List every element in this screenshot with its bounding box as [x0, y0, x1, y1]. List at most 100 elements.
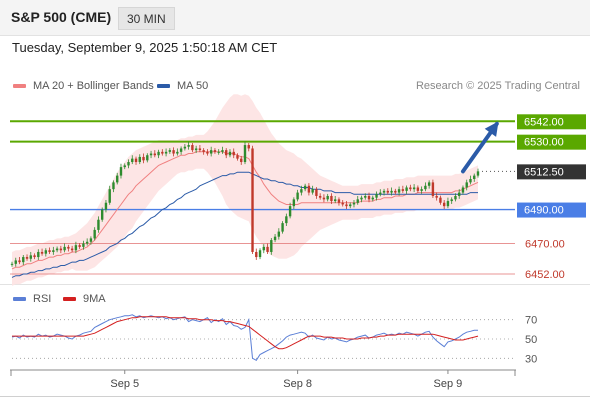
candle-body — [390, 190, 393, 193]
candle-body — [123, 165, 126, 168]
candle-body — [134, 158, 138, 163]
candle-body — [112, 182, 115, 190]
pane-divider — [0, 284, 590, 285]
candle-body — [194, 148, 198, 151]
candle-body — [18, 260, 21, 263]
level-label: 6452.00 — [525, 269, 565, 281]
candle-body — [356, 199, 359, 203]
ma20-swatch — [13, 84, 26, 88]
candle-body — [315, 189, 318, 196]
candle-body — [431, 182, 435, 196]
candle-body — [450, 199, 453, 202]
candle-body — [469, 178, 472, 183]
candle-body — [439, 197, 442, 203]
candle-body — [318, 195, 322, 198]
rsi-tick-label: 50 — [525, 334, 537, 346]
candle-body — [48, 250, 51, 252]
rsi-swatch — [13, 297, 26, 301]
level-label-text: 6530.00 — [524, 137, 564, 149]
candle-body — [326, 195, 329, 200]
candle-body — [187, 145, 190, 147]
level-label-text: 6452.00 — [525, 269, 565, 281]
level-label-text: 6490.00 — [524, 205, 564, 217]
candle-body — [262, 246, 265, 251]
projection-arrow-head — [484, 121, 499, 137]
rsi-tick-label: 70 — [525, 315, 537, 327]
candle-body — [191, 145, 194, 151]
level-label: 6542.00 — [517, 114, 586, 130]
candle-body — [416, 187, 420, 191]
legend-rsi: RSI — [13, 293, 51, 305]
candle-body — [108, 189, 111, 203]
candle-body — [458, 192, 461, 196]
rsi-ma-swatch — [63, 297, 76, 301]
candle-body — [401, 189, 405, 191]
level-label-text: 6512.50 — [524, 166, 564, 178]
legend-ma50: MA 50 — [157, 80, 208, 92]
candle-body — [82, 243, 85, 247]
ma50-swatch — [157, 84, 170, 88]
candle-body — [236, 155, 239, 159]
candle-body — [138, 156, 141, 163]
candle-body — [149, 153, 153, 156]
time-tick-label: Sep 9 — [434, 378, 463, 390]
level-label-text: 6470.00 — [525, 238, 565, 250]
candle-body — [300, 189, 303, 193]
candle-body — [206, 151, 209, 154]
candle-body — [296, 192, 299, 200]
candle-body — [172, 150, 175, 154]
legend-9ma-label: 9MA — [83, 293, 106, 305]
candles-group — [10, 141, 480, 267]
level-label: 6512.50 — [517, 164, 586, 180]
candle-body — [461, 187, 465, 193]
candle-body — [420, 189, 423, 191]
candle-body — [364, 195, 367, 198]
candle-body — [349, 204, 352, 207]
legend-ma50-label: MA 50 — [177, 80, 209, 92]
legend-ma20-label: MA 20 + Bollinger Bands — [33, 80, 154, 92]
symbol-title: S&P 500 (CME) — [11, 9, 112, 25]
interval-badge[interactable]: 30 MIN — [118, 7, 175, 30]
candle-body — [285, 216, 288, 224]
ma50-line — [11, 171, 478, 278]
rsi-ma-line — [12, 316, 479, 350]
candle-body — [100, 209, 104, 220]
candle-body — [176, 151, 179, 154]
level-label-box — [517, 164, 586, 180]
candle-body — [232, 151, 235, 156]
candle-body — [476, 171, 480, 176]
candle-body — [40, 251, 44, 254]
candle-body — [217, 151, 220, 153]
timestamp: Tuesday, September 9, 2025 1:50:18 AM CE… — [12, 40, 278, 55]
candle-body — [303, 185, 307, 190]
candle-body — [367, 195, 371, 200]
candle-body — [371, 197, 374, 200]
rsi-tick-label: 30 — [525, 353, 537, 365]
candle-body — [397, 189, 401, 193]
bollinger-band — [12, 94, 478, 286]
candle-body — [63, 246, 66, 251]
candle-body — [74, 245, 78, 251]
research-credit: Research © 2025 Trading Central — [415, 80, 580, 92]
candle-body — [131, 158, 134, 163]
candle-body — [382, 190, 386, 193]
time-tick-label: Sep 5 — [110, 378, 139, 390]
candle-body — [412, 187, 416, 190]
level-label-box — [517, 134, 586, 150]
candle-body — [307, 185, 311, 193]
candle-body — [473, 175, 476, 179]
candle-body — [37, 251, 40, 258]
legend-rsi-label: RSI — [33, 293, 52, 305]
candle-body — [288, 206, 292, 217]
candle-body — [311, 189, 314, 193]
candle-body — [25, 257, 29, 259]
legend-9ma: 9MA — [63, 293, 106, 305]
candle-body — [427, 182, 431, 186]
candle-body — [394, 190, 397, 193]
candle-body — [127, 162, 130, 166]
candle-body — [435, 195, 438, 198]
candle-body — [202, 150, 205, 152]
candle-body — [97, 219, 100, 230]
candle-body — [454, 195, 457, 200]
candle-body — [409, 187, 412, 190]
